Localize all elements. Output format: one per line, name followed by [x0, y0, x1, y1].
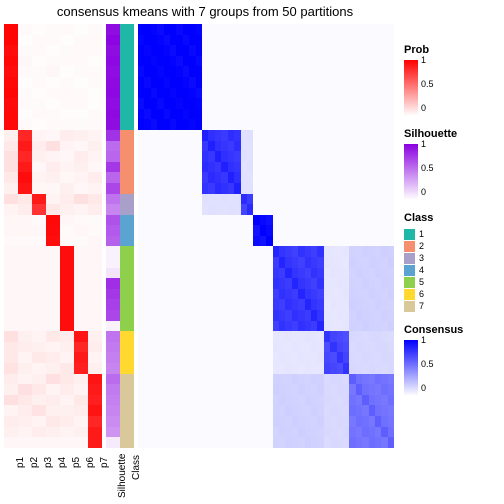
colorbar-prob	[404, 60, 418, 116]
plot-area	[4, 24, 394, 448]
legends-panel: Prob 10.50 Silhouette 10.50 Class 123456…	[404, 44, 500, 408]
legend-class: Class 1234567	[404, 212, 500, 312]
x-axis-labels: p1p2p3p4p5p6p7SilhouetteClass	[4, 450, 394, 500]
class-column	[120, 24, 134, 448]
class-entries: 1234567	[404, 228, 500, 312]
legend-silhouette: Silhouette 10.50	[404, 128, 500, 200]
legend-consensus-title: Consensus	[404, 324, 500, 336]
colorbar-silhouette	[404, 144, 418, 200]
legend-prob: Prob 10.50	[404, 44, 500, 116]
legend-prob-title: Prob	[404, 44, 500, 56]
page-title: consensus kmeans with 7 groups from 50 p…	[0, 4, 410, 19]
legend-class-title: Class	[404, 212, 500, 224]
legend-silhouette-title: Silhouette	[404, 128, 500, 140]
colorbar-consensus	[404, 340, 418, 396]
legend-consensus: Consensus 10.50	[404, 324, 500, 396]
consensus-heatmap	[138, 24, 394, 448]
prob-columns	[4, 24, 102, 448]
silhouette-column	[106, 24, 120, 448]
